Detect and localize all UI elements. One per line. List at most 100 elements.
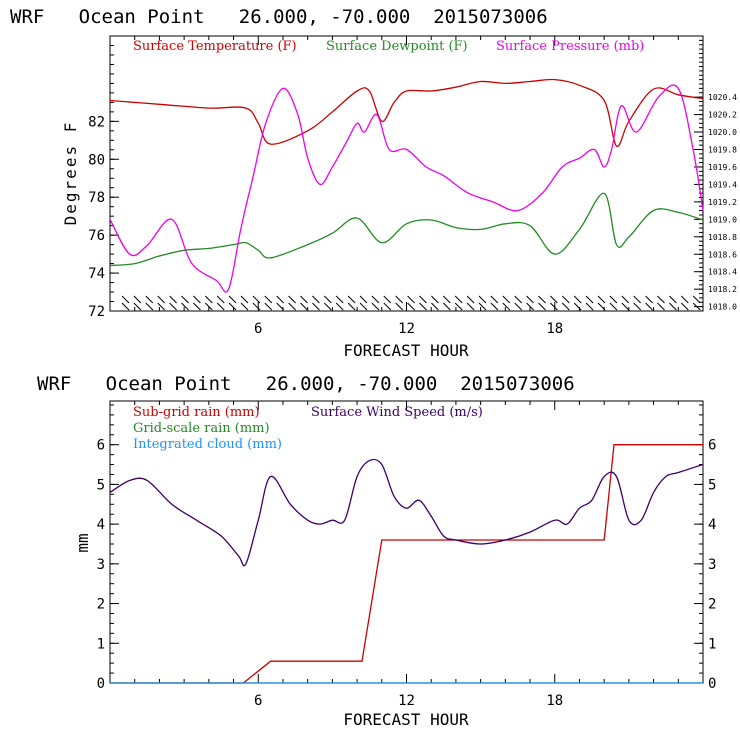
wind-barb xyxy=(193,295,201,311)
wind-barb xyxy=(335,295,344,311)
wind-barb xyxy=(490,295,499,311)
y2-tick-label: 4 xyxy=(708,517,716,533)
wind-barb xyxy=(121,295,130,311)
wind-barb xyxy=(395,295,404,311)
wind-barb xyxy=(252,295,261,311)
panel1-ticks: 6 12 18 72 74 76 78 80 82 1018.0 1018.2 1018.4 1018.… xyxy=(88,35,737,337)
legend-surface-dewpoint: Surface Dewpoint (F) xyxy=(326,39,468,54)
panel1-legend: Surface Temperature (F) Surface Dewpoint… xyxy=(133,39,644,54)
wind-barb xyxy=(609,295,618,311)
wind-barb xyxy=(157,295,166,311)
y2-tick-label: 1019.4 xyxy=(708,180,737,189)
y2-tick-label: 1020.2 xyxy=(708,111,737,120)
wind-barb xyxy=(228,295,237,311)
wind-barb xyxy=(645,295,653,311)
wind-barb xyxy=(312,295,320,311)
series-line-surface-dewpoint-f xyxy=(109,192,704,267)
y2-tick-label: 0 xyxy=(708,676,716,692)
panel1-ylabel: Degrees F xyxy=(61,121,80,226)
wind-barb xyxy=(538,295,546,311)
temperature-pressure-panel: WRF Ocean Point 26.000, -70.000 20150730… xyxy=(10,6,737,360)
legend-sub-grid-rain: Sub-grid rain (mm) xyxy=(133,405,260,420)
y-tick-label: 0 xyxy=(97,676,105,692)
wind-barb xyxy=(383,295,392,311)
y-tick-label: 4 xyxy=(97,517,105,533)
y2-tick-label: 1019.6 xyxy=(708,163,737,172)
panel1-series xyxy=(109,78,704,293)
legend-surface-wind-speed: Surface Wind Speed (m/s) xyxy=(311,405,483,420)
series-line-surface-temperature-f xyxy=(109,78,704,147)
wind-barb xyxy=(550,295,558,311)
series-line-surface-wind-speed-m-s xyxy=(109,458,704,567)
legend-surface-temperature: Surface Temperature (F) xyxy=(133,39,297,54)
series-line-surface-pressure-mb xyxy=(109,84,704,293)
wind-barb xyxy=(145,295,154,311)
legend-integrated-cloud: Integrated cloud (mm) xyxy=(133,437,282,452)
wind-barb xyxy=(669,295,677,311)
wind-barb xyxy=(169,295,177,311)
panel2-legend: Sub-grid rain (mm) Grid-scale rain (mm) … xyxy=(133,405,483,452)
y-tick-label: 80 xyxy=(88,152,105,168)
wind-barb xyxy=(585,295,594,311)
precipitation-wind-panel: WRF Ocean Point 26.000, -70.000 20150730… xyxy=(37,373,716,729)
y2-tick-label: 1019.8 xyxy=(708,145,737,154)
y-tick-label: 82 xyxy=(88,114,105,130)
wind-barb xyxy=(466,295,475,311)
wind-barb xyxy=(597,295,606,311)
x-tick-label: 12 xyxy=(398,693,415,709)
panel1-title: WRF Ocean Point 26.000, -70.000 20150730… xyxy=(10,6,548,28)
x-tick-label: 18 xyxy=(546,321,563,337)
y2-tick-label: 1018.4 xyxy=(708,268,737,277)
wind-barbs xyxy=(121,295,701,311)
wind-barb xyxy=(454,295,463,311)
wind-barb xyxy=(514,295,523,311)
wind-barb xyxy=(657,295,665,311)
wind-barb xyxy=(240,295,249,311)
panel2-ylabel: mm xyxy=(73,533,92,552)
y-tick-label: 1 xyxy=(97,636,105,652)
y2-tick-label: 1019.2 xyxy=(708,198,737,207)
wind-barb xyxy=(323,295,332,311)
panel2-title: WRF Ocean Point 26.000, -70.000 20150730… xyxy=(37,373,575,395)
wind-barb xyxy=(359,295,368,311)
wind-barb xyxy=(264,295,273,311)
wind-barb xyxy=(621,295,630,311)
wind-barb xyxy=(478,295,487,311)
wind-barb xyxy=(431,295,439,311)
wind-barb xyxy=(680,295,689,311)
wind-barb xyxy=(502,295,511,311)
wind-barb xyxy=(276,295,285,311)
wind-barb xyxy=(526,295,534,311)
x-tick-label: 6 xyxy=(254,693,262,709)
y2-tick-label: 1018.2 xyxy=(708,285,737,294)
y2-tick-label: 5 xyxy=(708,477,716,493)
y2-tick-label: 1019.0 xyxy=(708,215,737,224)
wind-barb xyxy=(692,295,701,311)
y-tick-label: 76 xyxy=(88,228,105,244)
y-tick-label: 74 xyxy=(88,266,105,282)
y-tick-label: 78 xyxy=(88,190,105,206)
wind-barb xyxy=(561,295,570,311)
y2-tick-label: 1 xyxy=(708,636,716,652)
wind-barb xyxy=(288,295,296,311)
y2-tick-label: 6 xyxy=(708,438,716,454)
x-tick-label: 12 xyxy=(398,321,415,337)
y2-tick-label: 3 xyxy=(708,557,716,573)
y2-tick-label: 1018.8 xyxy=(708,233,737,242)
legend-surface-pressure: Surface Pressure (mb) xyxy=(496,39,644,54)
wind-barb xyxy=(442,295,451,311)
y2-tick-label: 1018.6 xyxy=(708,250,737,259)
y-tick-label: 5 xyxy=(97,477,105,493)
wind-barb xyxy=(407,295,415,311)
y2-tick-label: 1020.4 xyxy=(708,93,737,102)
wind-barb xyxy=(181,295,189,311)
wind-barb xyxy=(300,295,308,311)
series-line-sub-grid-rain-mm xyxy=(110,444,703,684)
wind-barb xyxy=(216,295,225,311)
wind-barb xyxy=(633,295,642,311)
wind-barb xyxy=(204,295,213,311)
y-tick-label: 6 xyxy=(97,438,105,454)
y2-tick-label: 2 xyxy=(708,597,716,613)
x-tick-label: 6 xyxy=(254,321,262,337)
